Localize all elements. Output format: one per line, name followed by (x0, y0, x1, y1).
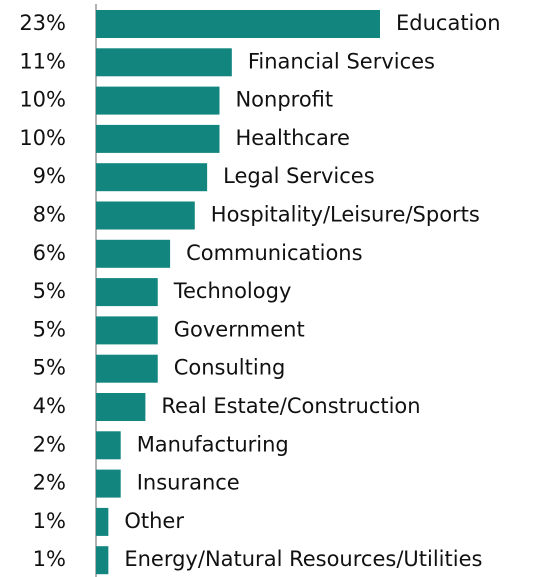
category-label: Other (124, 509, 184, 533)
value-label: 10% (19, 88, 66, 112)
value-label: 1% (33, 547, 66, 571)
bar (96, 201, 195, 230)
bar (96, 316, 158, 345)
category-label: Nonprofit (235, 88, 333, 112)
bar (96, 278, 158, 307)
bar (96, 469, 121, 498)
value-label: 9% (33, 164, 66, 188)
bar (96, 124, 220, 153)
category-label: Consulting (174, 356, 286, 380)
bar (96, 546, 109, 575)
bar (96, 354, 158, 383)
category-label: Government (174, 317, 305, 341)
category-label: Real Estate/Construction (161, 394, 420, 418)
value-label: 1% (33, 509, 66, 533)
value-label: 4% (33, 394, 66, 418)
bar (96, 10, 380, 38)
category-label: Hospitality/Leisure/Sports (211, 203, 480, 227)
category-label: Energy/Natural Resources/Utilities (124, 547, 482, 571)
value-label: 10% (19, 126, 66, 150)
value-label: 5% (33, 279, 66, 303)
value-label: 6% (33, 241, 66, 265)
value-label: 23% (19, 11, 66, 35)
category-label: Insurance (137, 471, 240, 495)
bar (96, 393, 146, 421)
bar (96, 507, 109, 536)
category-label: Financial Services (248, 49, 435, 73)
category-label: Communications (186, 241, 362, 265)
bar (96, 163, 208, 192)
value-label: 2% (33, 471, 66, 495)
value-label: 8% (33, 203, 66, 227)
category-label: Legal Services (223, 164, 375, 188)
bar (96, 239, 171, 268)
category-label: Healthcare (235, 126, 349, 150)
value-label: 5% (33, 317, 66, 341)
bar (96, 86, 220, 115)
value-label: 2% (33, 432, 66, 456)
category-label: Manufacturing (137, 432, 289, 456)
bar (96, 431, 121, 460)
bar (96, 48, 232, 77)
category-label: Education (396, 11, 501, 35)
category-label: Technology (173, 279, 292, 303)
value-label: 11% (19, 49, 66, 73)
value-label: 5% (33, 356, 66, 380)
